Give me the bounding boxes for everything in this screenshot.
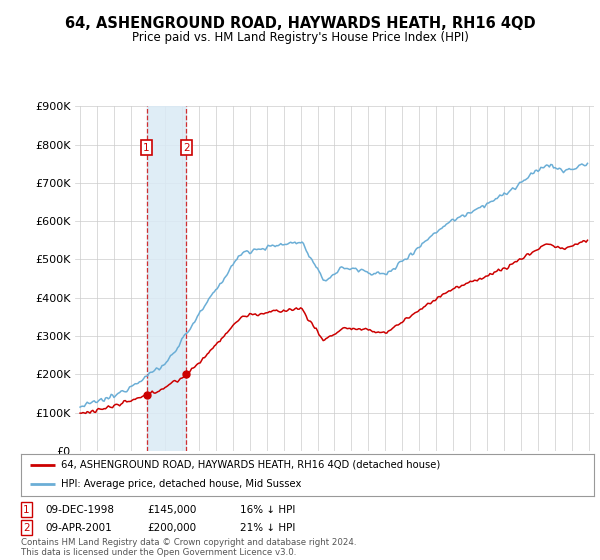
Text: Contains HM Land Registry data © Crown copyright and database right 2024.
This d: Contains HM Land Registry data © Crown c… <box>21 538 356 557</box>
Text: 1: 1 <box>23 505 29 515</box>
Text: 1: 1 <box>143 143 150 153</box>
Text: £200,000: £200,000 <box>147 522 196 533</box>
Text: 64, ASHENGROUND ROAD, HAYWARDS HEATH, RH16 4QD: 64, ASHENGROUND ROAD, HAYWARDS HEATH, RH… <box>65 16 535 31</box>
Text: £145,000: £145,000 <box>147 505 196 515</box>
Text: 64, ASHENGROUND ROAD, HAYWARDS HEATH, RH16 4QD (detached house): 64, ASHENGROUND ROAD, HAYWARDS HEATH, RH… <box>61 460 440 470</box>
Text: 21% ↓ HPI: 21% ↓ HPI <box>240 522 295 533</box>
Text: 2: 2 <box>23 522 29 533</box>
Bar <box>146 106 187 451</box>
Text: HPI: Average price, detached house, Mid Sussex: HPI: Average price, detached house, Mid … <box>61 479 301 489</box>
Text: 16% ↓ HPI: 16% ↓ HPI <box>240 505 295 515</box>
Text: 2: 2 <box>183 143 190 153</box>
Text: Price paid vs. HM Land Registry's House Price Index (HPI): Price paid vs. HM Land Registry's House … <box>131 31 469 44</box>
Text: 09-DEC-1998: 09-DEC-1998 <box>45 505 114 515</box>
Text: 09-APR-2001: 09-APR-2001 <box>45 522 112 533</box>
